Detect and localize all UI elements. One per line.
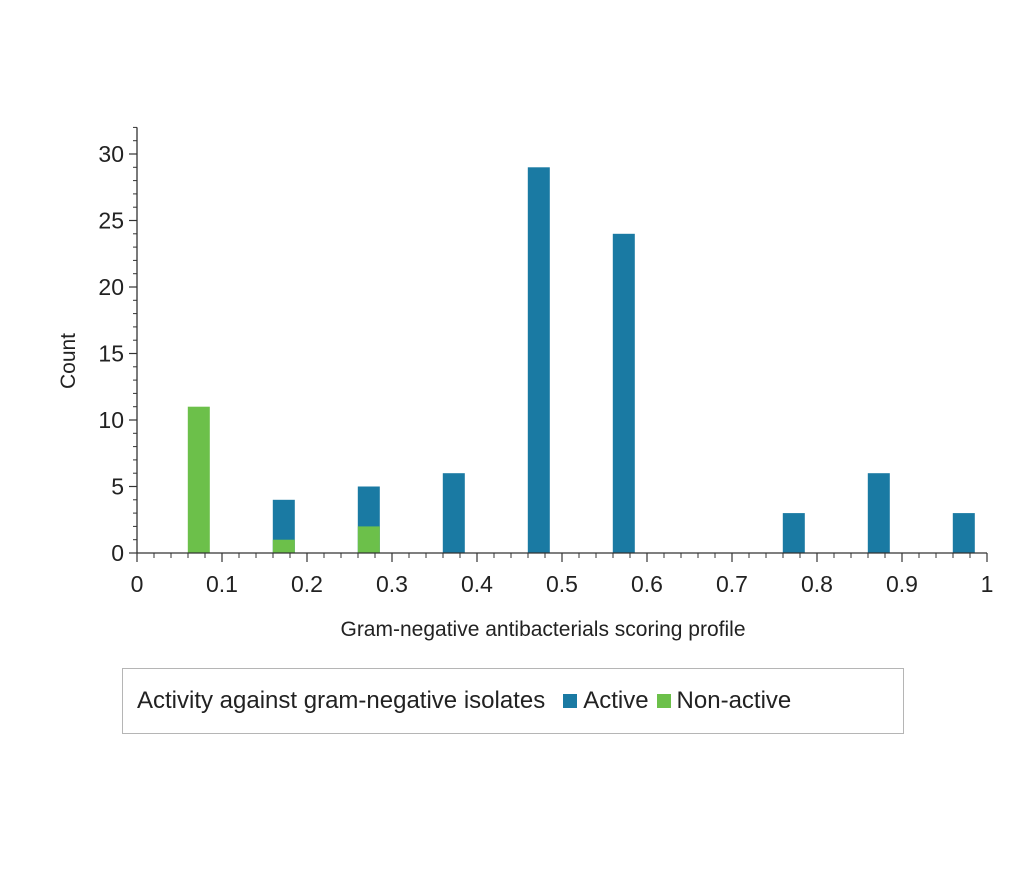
bar-active-0.9 [952,513,975,553]
x-axis-title: Gram-negative antibacterials scoring pro… [340,618,745,641]
bar-active-0.5 [612,233,635,554]
y-tick-label-25: 25 [98,208,124,234]
legend-item-non-active: Non-active [656,687,792,715]
legend: Activity against gram-negative isolates … [122,668,904,734]
bars-layer [187,167,975,554]
legend-item-active: Active [563,687,649,715]
legend-swatch-non-active [656,694,671,708]
x-tick-label-0.6: 0.6 [631,571,663,597]
bar-active-0.4 [527,167,550,554]
x-tick-label-1: 1 [981,571,994,597]
x-tick-label-0.5: 0.5 [546,571,578,597]
bar-non-active-0.2 [357,526,380,553]
x-tick-label-0.8: 0.8 [801,571,833,597]
y-tick-label-0: 0 [111,540,124,566]
bar-active-0.3 [442,473,465,553]
legend-title: Activity against gram-negative isolates [137,687,546,714]
legend-label-non-active: Non-active [676,687,792,714]
y-tick-label-30: 30 [98,141,124,167]
x-tick-label-0.7: 0.7 [716,571,748,597]
ticks-layer: 0 0.1 0.2 0.3 0.4 0.5 0.6 0.7 0.8 0.9 105101520253… [98,126,994,597]
y-tick-label-10: 10 [98,407,124,433]
x-tick-label-0.1: 0.1 [206,571,238,597]
y-tick-label-15: 15 [98,341,124,367]
x-tick-label-0.2: 0.2 [291,571,323,597]
legend-label-active: Active [583,687,649,714]
x-tick-label-0.3: 0.3 [376,571,408,597]
axes-layer [136,127,987,554]
bar-non-active-0.1 [272,539,295,553]
x-tick-label-0.9: 0.9 [886,571,918,597]
x-tick-label-0.4: 0.4 [461,571,493,597]
legend-swatch-active [563,694,578,708]
bar-active-0.7 [782,513,805,553]
y-tick-label-20: 20 [98,274,124,300]
x-tick-label-0: 0 [131,571,144,597]
y-axis-title: Count [57,333,80,389]
bar-non-active-0 [187,406,210,553]
y-tick-label-5: 5 [111,474,124,500]
bar-active-0.8 [867,473,890,553]
